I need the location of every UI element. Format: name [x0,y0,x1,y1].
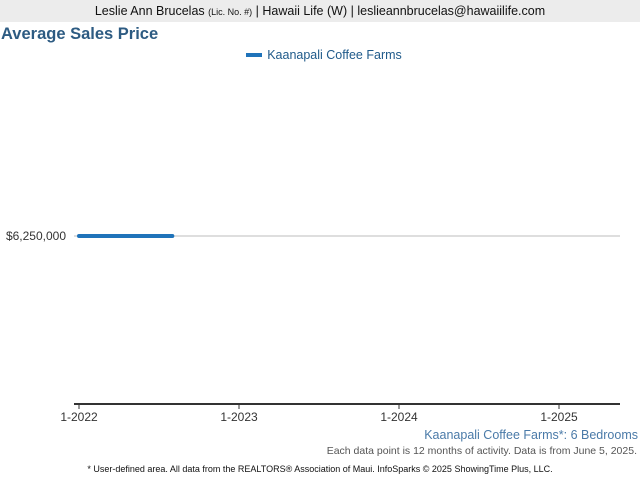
agent-company: Hawaii Life (W) [262,4,348,18]
x-tick-label: 1-2022 [60,410,98,424]
x-tick-label: 1-2024 [380,410,418,424]
agent-license: (Lic. No. #) [208,7,253,17]
chart-legend: Kaanapali Coffee Farms [0,46,640,62]
y-tick-label: $6,250,000 [6,229,66,243]
header-separator-1: | [255,4,259,18]
chart-title: Average Sales Price [1,25,159,43]
legend-item[interactable]: Kaanapali Coffee Farms [246,48,402,62]
legend-label: Kaanapali Coffee Farms [267,48,402,62]
legend-swatch-icon [246,53,263,57]
region-label: Kaanapali Coffee Farms*: 6 Bedrooms [424,428,638,442]
data-note: Each data point is 12 months of activity… [326,445,637,457]
agent-header: Leslie Ann Brucelas (Lic. No. #) | Hawai… [0,0,640,22]
agent-name: Leslie Ann Brucelas [94,4,205,18]
x-tick-label: 1-2023 [220,410,258,424]
disclaimer: * User-defined area. All data from the R… [87,464,553,474]
x-tick-label: 1-2025 [540,410,578,424]
header-separator-2: | [350,4,354,18]
agent-email[interactable]: leslieannbrucelas@hawaiilife.com [357,4,546,18]
